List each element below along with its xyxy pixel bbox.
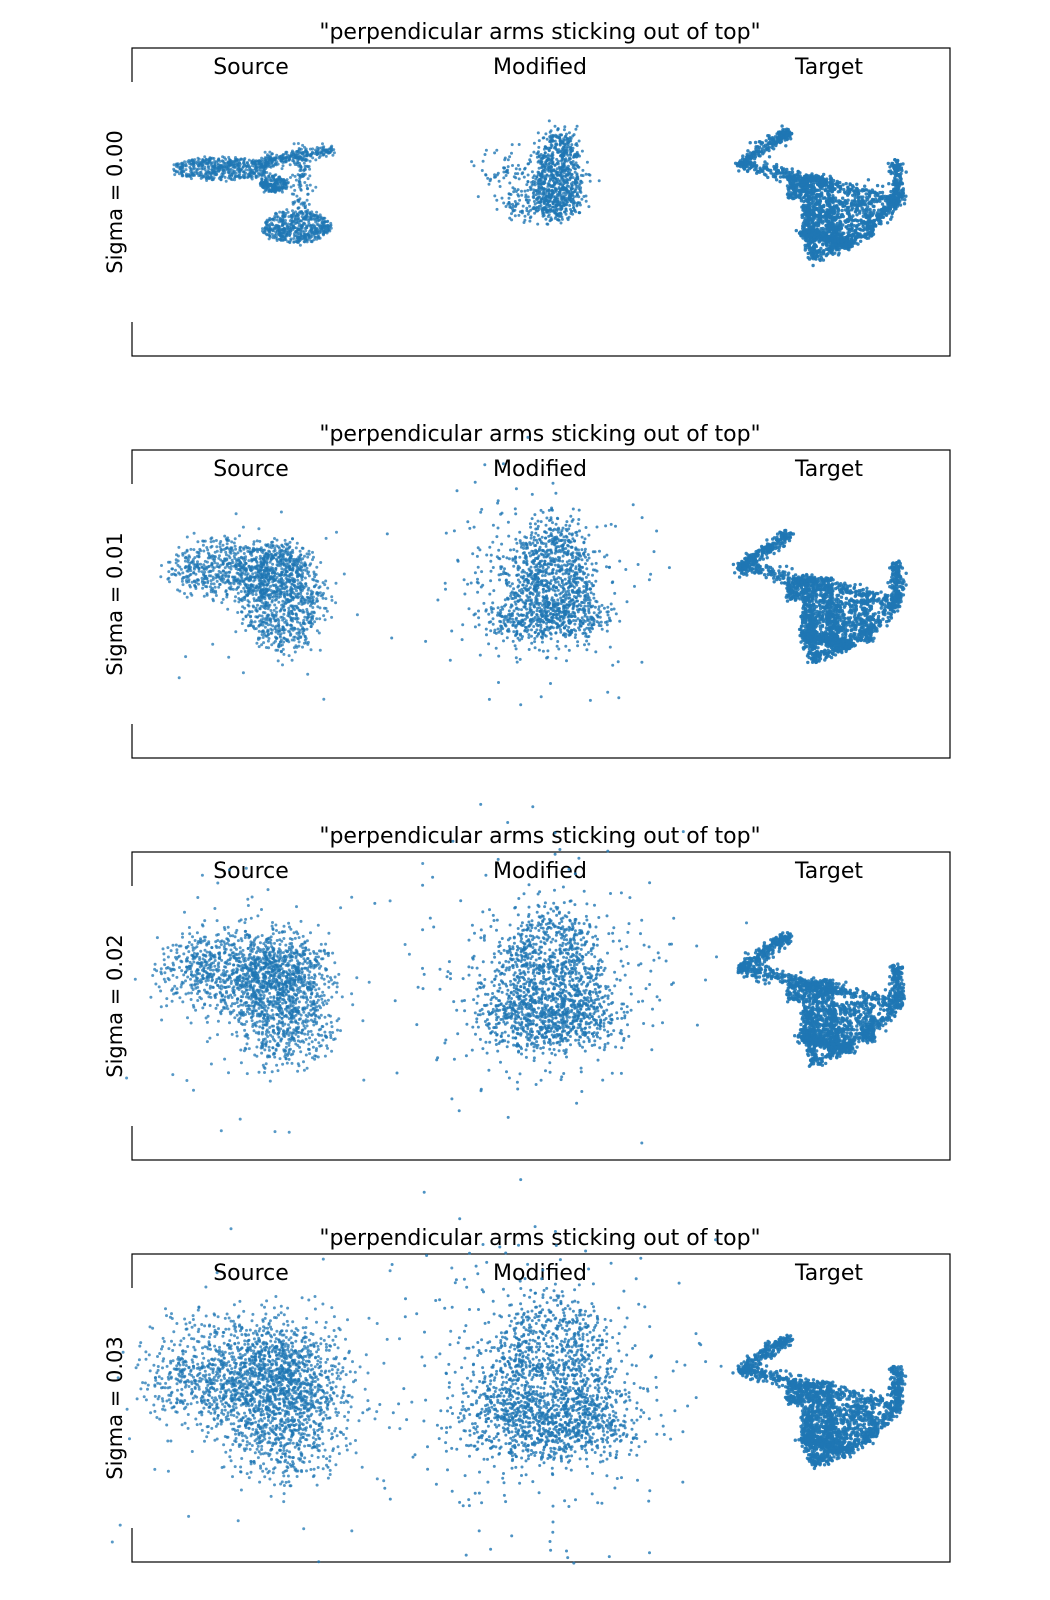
row-label-sigma: Sigma = 0.02 bbox=[103, 934, 127, 1078]
spine-gap bbox=[130, 82, 134, 322]
source-point-cloud bbox=[159, 511, 494, 701]
column-label-target: Target bbox=[794, 859, 863, 884]
row-label-sigma: Sigma = 0.03 bbox=[103, 1336, 127, 1480]
column-label-source: Source bbox=[213, 859, 289, 884]
target-point-cloud bbox=[734, 124, 908, 267]
column-label-modified: Modified bbox=[493, 859, 587, 884]
column-label-source: Source bbox=[213, 55, 289, 80]
spine-gap bbox=[130, 484, 134, 724]
panel-4: "perpendicular arms sticking out of top"… bbox=[103, 1178, 950, 1600]
row-label-sigma: Sigma = 0.01 bbox=[103, 532, 127, 676]
modified-point-cloud bbox=[470, 119, 601, 225]
panel-title: "perpendicular arms sticking out of top" bbox=[319, 422, 760, 447]
column-label-modified: Modified bbox=[493, 55, 587, 80]
column-label-source: Source bbox=[213, 457, 289, 482]
target-point-cloud bbox=[732, 529, 908, 664]
panel-title: "perpendicular arms sticking out of top" bbox=[319, 824, 760, 849]
panel-1: "perpendicular arms sticking out of top"… bbox=[103, 20, 950, 356]
panel-3: "perpendicular arms sticking out of top"… bbox=[103, 803, 950, 1194]
column-label-source: Source bbox=[213, 1261, 289, 1286]
panel-title: "perpendicular arms sticking out of top" bbox=[319, 20, 760, 45]
source-point-cloud bbox=[172, 142, 336, 247]
panel-title: "perpendicular arms sticking out of top" bbox=[319, 1226, 760, 1251]
panel-2: "perpendicular arms sticking out of top"… bbox=[103, 422, 950, 758]
column-label-target: Target bbox=[794, 1261, 863, 1286]
column-label-target: Target bbox=[794, 457, 863, 482]
spine-gap bbox=[130, 1288, 134, 1528]
row-label-sigma: Sigma = 0.00 bbox=[103, 130, 127, 274]
spine-gap bbox=[130, 886, 134, 1126]
source-point-cloud bbox=[125, 862, 424, 1134]
target-point-cloud bbox=[731, 1334, 907, 1471]
column-label-modified: Modified bbox=[493, 457, 587, 482]
column-label-target: Target bbox=[794, 55, 863, 80]
column-label-modified: Modified bbox=[493, 1261, 587, 1286]
target-point-cloud bbox=[737, 931, 907, 1068]
